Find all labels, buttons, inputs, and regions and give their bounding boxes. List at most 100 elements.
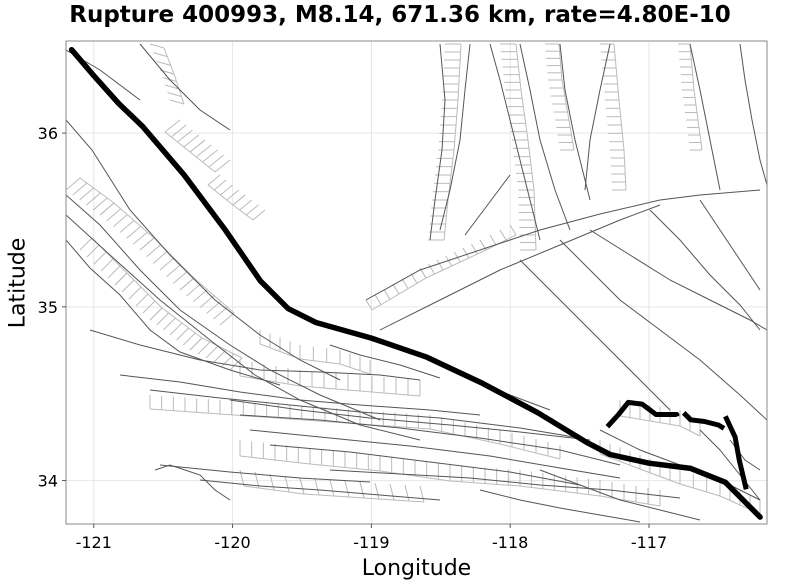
surface-rung: [167, 92, 182, 97]
fault-trace: [159, 464, 371, 483]
surface-rung: [176, 327, 190, 341]
surface-rung: [226, 189, 240, 201]
plot-frame: [65, 40, 768, 525]
surface-rung: [186, 283, 201, 297]
fault-trace: [489, 43, 541, 241]
fault-surface: [600, 43, 627, 191]
surface-rung: [208, 154, 225, 168]
surface-rung: [114, 272, 128, 286]
coastline: [154, 464, 231, 501]
surface-rung: [206, 300, 221, 314]
fault-surface: [678, 43, 703, 151]
surface-rung: [213, 349, 227, 363]
surface-rung: [179, 277, 195, 291]
surface-rung: [205, 345, 219, 359]
surface-rung: [374, 482, 380, 500]
surface-rung: [139, 237, 155, 251]
fault-surface: [239, 360, 421, 397]
surface-rung: [329, 479, 335, 497]
surface-rung: [79, 187, 94, 201]
fault-trace: [539, 469, 701, 521]
surface-rung: [404, 484, 410, 502]
surface-rung: [106, 208, 121, 222]
surface-edge: [91, 237, 243, 359]
surface-rung: [153, 52, 168, 58]
fault-trace: [66, 214, 421, 441]
fault-trace: [149, 389, 581, 439]
surface-rung: [92, 197, 108, 211]
fault-trace: [66, 239, 281, 386]
surface-rung: [389, 483, 395, 501]
surface-rung: [177, 129, 193, 143]
surface-rung: [252, 209, 266, 221]
fault-surface: [239, 469, 425, 503]
fault-trace: [464, 174, 511, 236]
surface-rung: [164, 84, 180, 90]
surface-rung: [107, 265, 121, 279]
fault-trace: [699, 429, 761, 501]
surface-edge: [79, 177, 235, 314]
surface-rung: [159, 257, 175, 271]
fault-surface: [545, 43, 575, 151]
surface-rung: [121, 279, 135, 293]
surface-rung: [489, 234, 497, 246]
fault-surface: [599, 440, 761, 515]
surface-rung: [93, 251, 107, 265]
rupture-branch: [605, 399, 680, 429]
surface-rung: [392, 283, 400, 295]
surface-rung: [359, 481, 365, 499]
surface-rung: [197, 341, 211, 355]
surface-rung: [142, 300, 156, 314]
surface-rung: [119, 220, 135, 233]
surface-edge: [239, 375, 421, 397]
chart-title: Rupture 400993, M8.14, 671.36 km, rate=4…: [69, 2, 731, 28]
rupture-branch: [681, 411, 726, 431]
surface-rung: [189, 139, 206, 153]
surface-rung: [128, 286, 142, 300]
surface-rung: [166, 264, 181, 278]
surface-rung: [214, 159, 231, 173]
surface-rung: [199, 295, 215, 308]
fault-trace: [119, 374, 481, 416]
fault-trace: [249, 429, 621, 479]
surface-rung: [401, 278, 409, 289]
fault-trace: [329, 344, 441, 379]
fault-trace: [365, 189, 761, 301]
surface-rung: [383, 289, 391, 300]
surface-rung: [193, 289, 208, 303]
surface-rung: [462, 247, 470, 259]
fault-surface: [500, 43, 537, 251]
surface-rung: [299, 477, 305, 495]
surface-rung: [149, 43, 165, 49]
surface-rung: [499, 229, 507, 241]
fault-trace: [584, 43, 611, 191]
y-tick-label: 36: [38, 124, 58, 143]
fault-trace: [429, 43, 446, 241]
surface-rung: [164, 119, 181, 133]
fault-trace: [269, 444, 581, 486]
surface-rung: [183, 134, 200, 148]
surface-rung: [365, 299, 373, 311]
surface-rung: [153, 250, 168, 264]
surface-rung: [246, 204, 259, 216]
x-tick-label: -117: [631, 533, 667, 552]
x-tick-label: -118: [492, 533, 528, 552]
surface-rung: [509, 224, 517, 236]
rupture-branch: [723, 415, 749, 490]
x-axis-label: Longitude: [361, 556, 472, 581]
fault-trace: [479, 489, 641, 523]
fault-trace: [739, 43, 767, 186]
surface-rung: [169, 322, 183, 336]
surface-rung: [374, 294, 382, 305]
surface-rung: [269, 473, 275, 491]
fault-trace: [559, 239, 767, 421]
surface-rung: [156, 312, 170, 326]
fault-trace: [379, 204, 661, 331]
surface-rung: [169, 99, 185, 105]
surface-rung: [207, 174, 221, 186]
fault-surface: [207, 174, 266, 221]
surface-rung: [86, 192, 101, 206]
fault-trace: [66, 119, 341, 381]
fault-trace: [649, 209, 761, 331]
surface-rung: [344, 480, 350, 498]
